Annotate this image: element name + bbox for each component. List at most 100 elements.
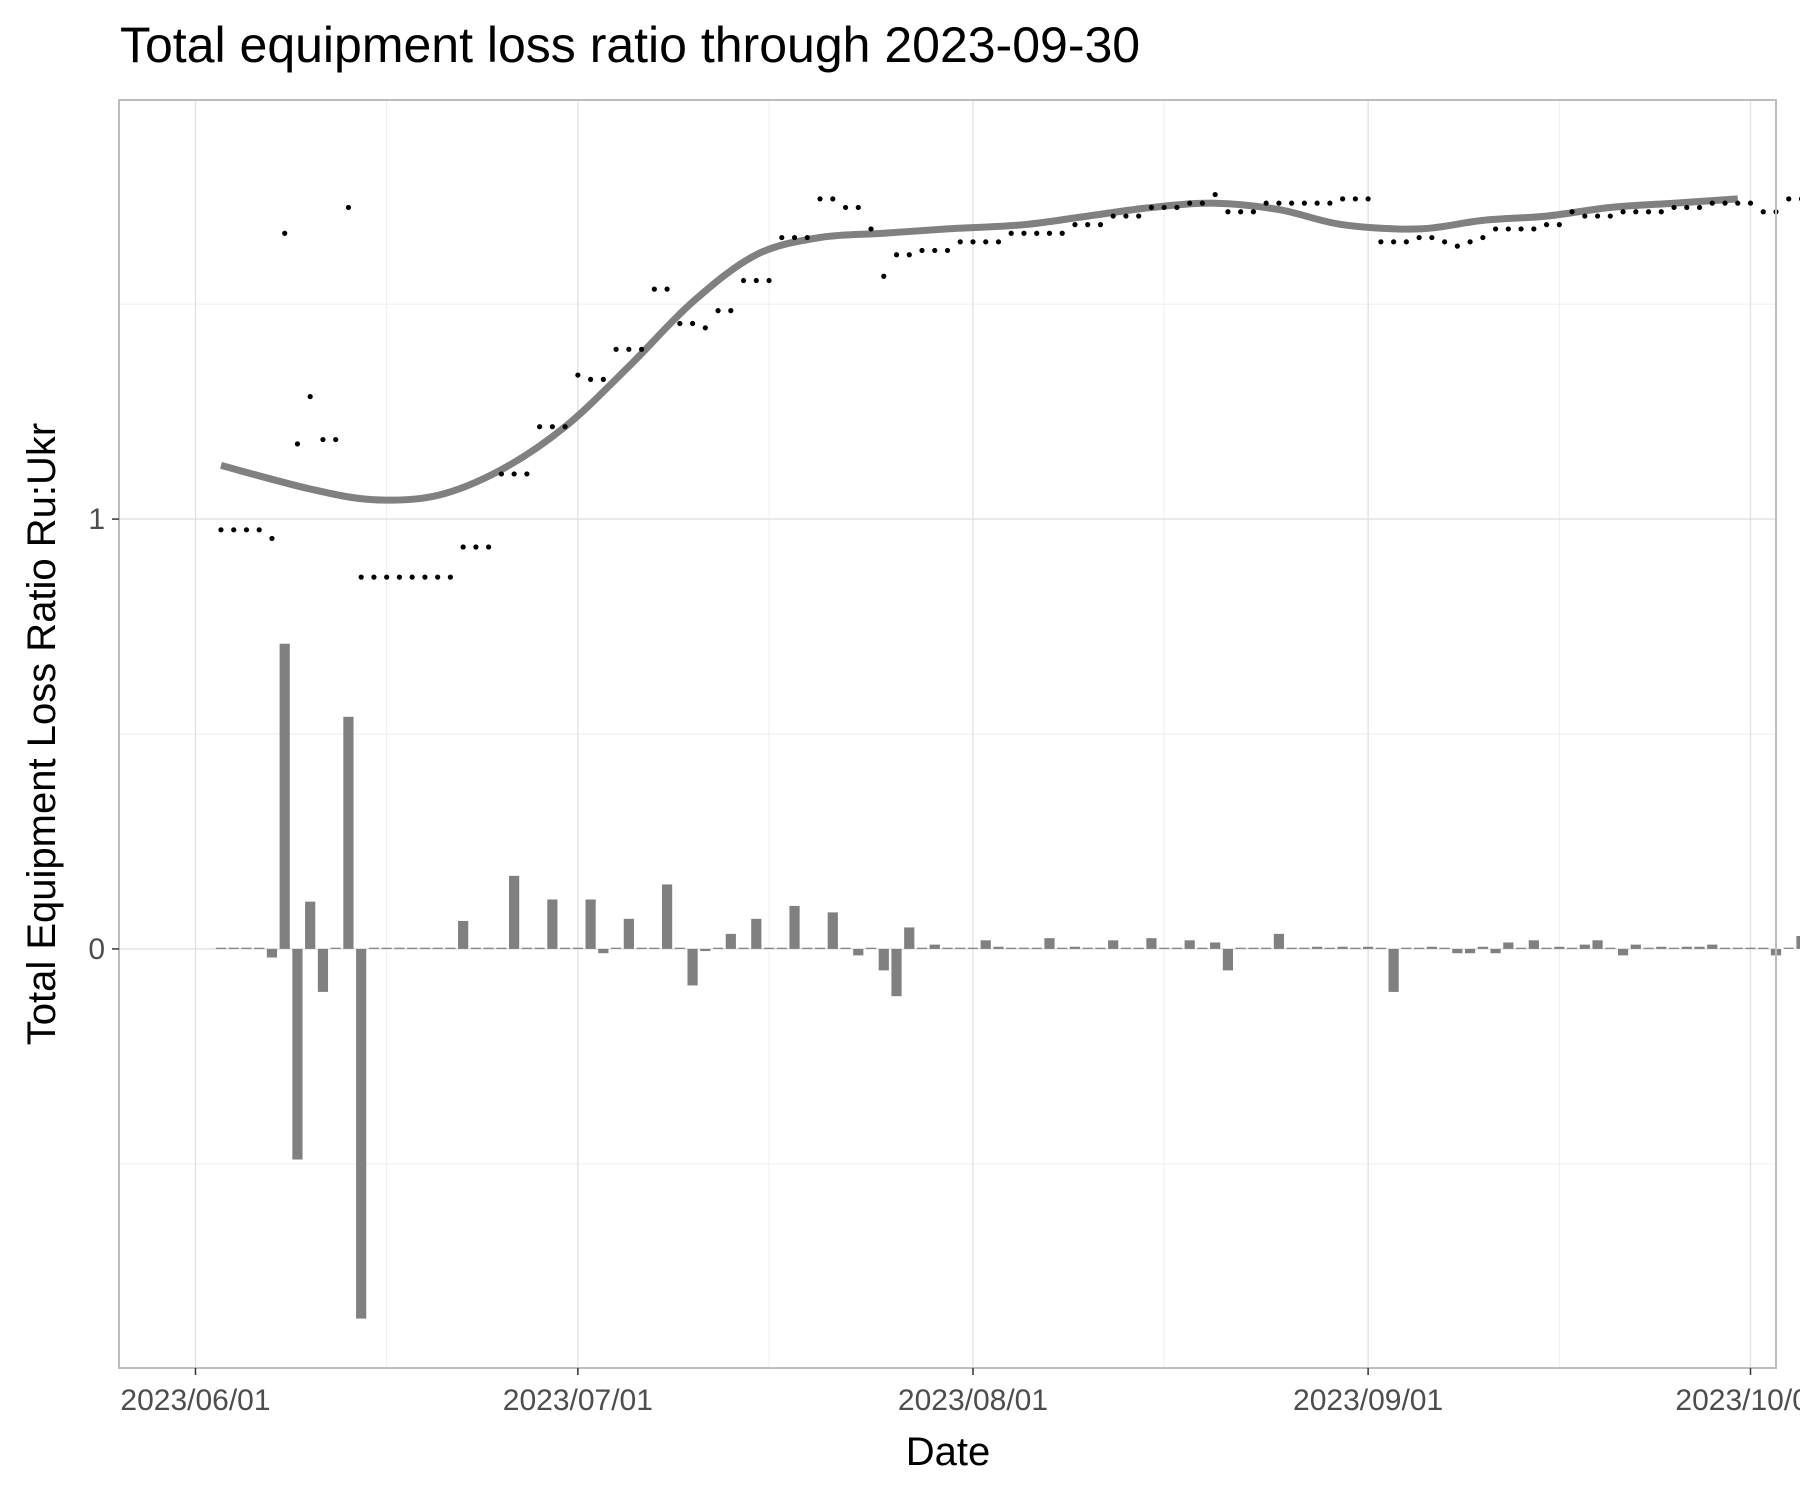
bar — [1222, 948, 1234, 971]
bar — [598, 948, 609, 954]
data-point — [1671, 204, 1677, 211]
data-point — [1442, 239, 1448, 245]
data-point — [817, 196, 823, 202]
data-point — [804, 234, 810, 241]
data-point — [1696, 204, 1703, 211]
data-point — [1340, 196, 1346, 202]
data-point — [1187, 200, 1193, 206]
data-point — [460, 544, 466, 550]
data-point — [1658, 209, 1664, 215]
data-point — [1263, 200, 1269, 206]
bar — [1108, 940, 1119, 949]
data-point — [1072, 222, 1078, 228]
data-point — [562, 424, 568, 430]
data-point — [294, 441, 301, 447]
bar — [1197, 947, 1208, 949]
smooth-series — [220, 195, 1739, 504]
bar — [611, 947, 622, 949]
bar — [1566, 947, 1578, 949]
data-point — [549, 424, 555, 430]
data-point — [307, 393, 313, 400]
data-point — [1301, 200, 1307, 206]
bar — [712, 947, 724, 949]
x-tick-label: 2023/09/01 — [1293, 1384, 1443, 1417]
data-point — [995, 239, 1002, 245]
bar — [1796, 936, 1800, 949]
data-point — [1416, 234, 1422, 241]
grid-lines — [119, 100, 1776, 1368]
data-point — [1607, 213, 1613, 219]
bar — [496, 947, 507, 949]
bar — [381, 947, 392, 949]
bar — [1668, 947, 1680, 949]
bar — [1363, 946, 1374, 949]
data-point — [1136, 213, 1142, 219]
bar — [1719, 947, 1731, 949]
data-point — [1645, 209, 1652, 215]
bar — [1388, 948, 1399, 992]
data-point — [218, 527, 224, 533]
data-point — [1250, 209, 1257, 215]
x-tick-label: 2023/07/01 — [503, 1384, 653, 1417]
data-point — [409, 574, 415, 580]
bar — [967, 947, 979, 949]
bar — [470, 947, 481, 949]
data-point — [1505, 226, 1511, 232]
bar — [1044, 938, 1055, 949]
bar — [1273, 933, 1284, 949]
bar — [725, 933, 736, 949]
bar — [1401, 947, 1412, 949]
data-point — [498, 471, 504, 477]
y-tick-label: 1 — [88, 503, 105, 536]
bar — [1745, 947, 1756, 949]
bar-series — [215, 643, 1800, 1319]
data-point — [1467, 239, 1473, 245]
bar — [1452, 948, 1463, 954]
bar — [1783, 947, 1794, 949]
bar — [1732, 947, 1743, 949]
data-point — [511, 471, 517, 477]
x-axis-title: Date — [906, 1430, 991, 1474]
data-point — [524, 471, 530, 477]
bar — [330, 947, 341, 949]
bar — [585, 899, 596, 949]
bar — [1069, 946, 1081, 949]
data-point — [447, 574, 453, 580]
bar — [1082, 947, 1093, 949]
data-point — [333, 436, 339, 443]
data-point — [830, 196, 836, 202]
bar — [343, 716, 354, 949]
bar — [317, 948, 329, 992]
bar — [1605, 947, 1616, 949]
bar — [1337, 946, 1348, 949]
panel-border — [118, 99, 1777, 1369]
data-point — [1161, 204, 1167, 211]
bar — [572, 947, 583, 949]
bar — [483, 947, 494, 949]
bar — [955, 947, 966, 949]
bar — [763, 947, 775, 949]
data-point — [1059, 230, 1065, 236]
bar — [356, 948, 367, 1319]
data-point — [345, 204, 352, 211]
bar — [215, 947, 227, 949]
bar — [305, 901, 316, 949]
data-point — [1046, 230, 1053, 236]
bar — [1120, 947, 1132, 949]
data-point — [1289, 200, 1295, 206]
data-point — [983, 239, 989, 245]
x-tick-label: 2023/06/01 — [120, 1384, 270, 1417]
data-point — [384, 574, 390, 580]
data-point — [243, 527, 250, 533]
data-point — [779, 234, 785, 241]
bar — [1439, 947, 1450, 949]
data-point — [957, 239, 963, 245]
data-point — [269, 535, 275, 542]
data-point — [1327, 200, 1333, 206]
data-point — [1709, 200, 1715, 206]
bar — [1643, 947, 1654, 949]
data-point — [855, 204, 861, 211]
bar — [1235, 947, 1246, 949]
